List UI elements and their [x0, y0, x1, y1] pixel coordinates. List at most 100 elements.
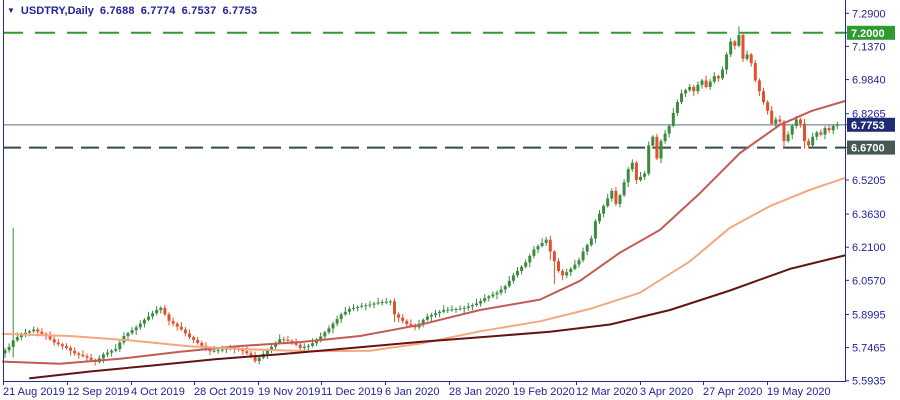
- candle-body: [667, 125, 671, 134]
- candle-body: [552, 251, 556, 262]
- candle-body: [766, 102, 770, 111]
- date-label: 4 Oct 2019: [131, 386, 185, 398]
- ma-2-line: [2, 176, 846, 353]
- candle-body: [491, 294, 495, 297]
- candle-body: [671, 112, 675, 126]
- candle-body: [577, 260, 581, 265]
- candle-body: [639, 176, 642, 181]
- candle-body: [528, 255, 532, 263]
- candle-body: [835, 124, 839, 126]
- candle-body: [450, 309, 454, 311]
- candle-body: [327, 328, 331, 333]
- collapse-triangle-icon[interactable]: ▼: [7, 6, 15, 15]
- candle-body: [372, 303, 376, 305]
- candle-body: [401, 317, 405, 321]
- candle-body: [425, 316, 429, 320]
- symbol-name: USDTRY,Daily: [20, 5, 94, 17]
- candle-body: [684, 90, 688, 94]
- candle-body: [622, 182, 626, 196]
- price-tick-label: 6.5205: [852, 175, 886, 187]
- candle-body: [147, 316, 150, 320]
- date-label: 3 Apr 2020: [640, 386, 693, 398]
- price-tick-label: 6.9840: [852, 75, 886, 87]
- candle-body: [73, 350, 77, 354]
- candle-body: [626, 169, 630, 183]
- candle-body: [216, 350, 220, 352]
- candle-body: [163, 307, 167, 315]
- date-label: 27 Apr 2020: [703, 386, 762, 398]
- candle-body: [692, 86, 696, 92]
- candle-body: [15, 337, 19, 341]
- candle-body: [7, 346, 11, 351]
- candle-body: [380, 302, 384, 304]
- price-tick-label: 6.0570: [852, 275, 886, 287]
- candle-body: [729, 41, 733, 55]
- date-label: 28 Oct 2019: [194, 386, 254, 398]
- price-tick-label: 7.2900: [852, 8, 886, 20]
- candle-body: [364, 305, 368, 307]
- candle-body: [290, 340, 294, 342]
- candle-body: [499, 289, 503, 293]
- candle-body: [110, 350, 114, 353]
- candle-body: [438, 311, 442, 314]
- candle-body: [651, 136, 655, 146]
- candle-body: [192, 337, 196, 340]
- candle-body: [151, 313, 155, 317]
- candle-body: [757, 80, 761, 92]
- candle-body: [585, 245, 589, 252]
- candle-body: [60, 344, 64, 347]
- candle-body: [175, 323, 179, 327]
- candle-body: [462, 307, 466, 309]
- candle-body: [827, 128, 831, 131]
- candle-body: [823, 128, 827, 135]
- date-label: 21 Aug 2019: [3, 386, 65, 398]
- candle-body: [32, 329, 36, 332]
- candle-body: [544, 239, 548, 243]
- candle-body: [643, 173, 647, 177]
- candle-body: [561, 271, 565, 276]
- candle-body: [356, 306, 360, 308]
- candle-body: [589, 238, 593, 246]
- candle-body: [733, 41, 737, 46]
- candle-body: [655, 136, 659, 159]
- candle-body: [475, 303, 478, 306]
- candle-body: [511, 275, 515, 281]
- candle-body: [798, 119, 802, 124]
- candle-body: [36, 329, 40, 332]
- candle-body: [397, 314, 401, 318]
- candle-body: [245, 351, 249, 354]
- candle-body: [741, 34, 745, 59]
- candle-body: [101, 354, 105, 359]
- candle-body: [118, 342, 122, 350]
- level-label-box-6.6700: [847, 140, 895, 155]
- candle-body: [311, 343, 314, 346]
- candle-body: [142, 319, 146, 324]
- candle-body: [52, 339, 56, 343]
- candle-body: [442, 310, 446, 312]
- date-label: 11 Dec 2019: [321, 386, 383, 398]
- candle-body: [188, 333, 191, 338]
- candle-body: [155, 310, 159, 314]
- candle-body: [429, 315, 433, 317]
- candle-body: [466, 306, 470, 308]
- level-label-6.7753: 6.7753: [851, 120, 885, 132]
- candle-body: [815, 132, 819, 137]
- candle-body: [503, 286, 507, 290]
- candle-body: [323, 332, 327, 337]
- candle-body: [368, 304, 372, 306]
- symbol-header[interactable]: ▼ USDTRY,Daily 6.7688 6.7774 6.7537 6.77…: [7, 5, 257, 17]
- candle-body: [85, 356, 89, 358]
- candle-body: [384, 301, 388, 303]
- level-label-box-6.7753: [847, 117, 895, 132]
- candle-body: [77, 353, 81, 355]
- level-label-6.6700: 6.6700: [851, 143, 885, 155]
- candle-body: [688, 86, 692, 91]
- candle-body: [819, 132, 823, 135]
- candle-body: [11, 340, 15, 347]
- candle-body: [573, 264, 577, 269]
- candle-body: [265, 350, 269, 354]
- price-tick-label: 6.3630: [852, 209, 886, 221]
- date-label: 12 Mar 2020: [576, 386, 638, 398]
